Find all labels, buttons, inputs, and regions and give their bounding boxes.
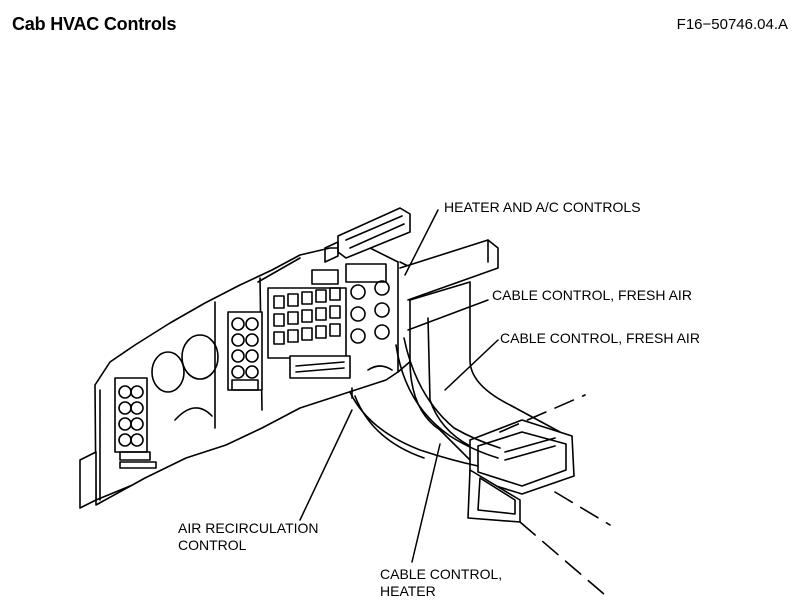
top-defrost-vent (324, 207, 411, 263)
phantom-lines (499, 394, 611, 596)
callout-heater-ac-controls: HEATER AND A/C CONTROLS (444, 199, 641, 215)
figure-id: F16−50746.04.A (676, 16, 788, 33)
lower-rail (79, 451, 131, 509)
hvac-control-head (289, 263, 393, 379)
support-beam (399, 239, 499, 301)
callout-cable-heater-line2: HEATER (380, 583, 436, 599)
leader-lines (299, 209, 499, 563)
callout-air-recirculation-control: AIR RECIRCULATION CONTROL (178, 520, 319, 554)
main-gauges (119, 334, 219, 469)
callout-air-recirculation-line1: AIR RECIRCULATION (178, 520, 319, 536)
callout-air-recirculation-line2: CONTROL (178, 537, 247, 553)
callout-cable-heater-line1: CABLE CONTROL, (380, 566, 503, 582)
control-cables (349, 337, 501, 467)
middle-gauge-cluster (227, 311, 263, 391)
left-gauge-cluster (114, 377, 151, 461)
callout-cable-fresh-air-2: CABLE CONTROL, FRESH AIR (500, 330, 700, 346)
switch-grid (267, 287, 347, 359)
callout-cable-control-heater: CABLE CONTROL, HEATER (380, 566, 502, 600)
air-duct (409, 281, 575, 523)
page-title: Cab HVAC Controls (12, 14, 177, 34)
callout-cable-fresh-air-1: CABLE CONTROL, FRESH AIR (492, 287, 692, 303)
